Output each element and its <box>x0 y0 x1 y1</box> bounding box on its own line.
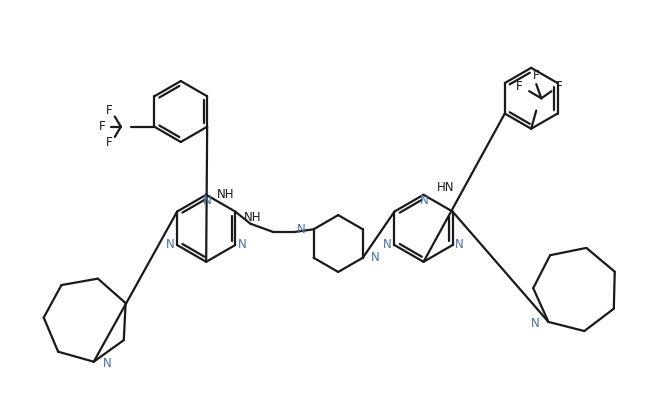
Text: NH: NH <box>244 211 261 224</box>
Text: HN: HN <box>437 181 454 194</box>
Text: N: N <box>203 194 211 207</box>
Text: N: N <box>420 194 429 207</box>
Text: N: N <box>238 237 247 250</box>
Text: F: F <box>105 104 112 117</box>
Text: N: N <box>103 357 112 370</box>
Text: N: N <box>455 237 464 250</box>
Text: F: F <box>105 137 112 150</box>
Text: N: N <box>371 251 380 264</box>
Text: N: N <box>383 237 392 250</box>
Text: F: F <box>533 69 540 82</box>
Text: NH: NH <box>217 188 235 201</box>
Text: N: N <box>166 237 174 250</box>
Text: N: N <box>530 317 540 331</box>
Text: F: F <box>515 79 523 93</box>
Text: F: F <box>99 120 106 133</box>
Text: F: F <box>556 79 563 93</box>
Text: N: N <box>296 223 306 236</box>
